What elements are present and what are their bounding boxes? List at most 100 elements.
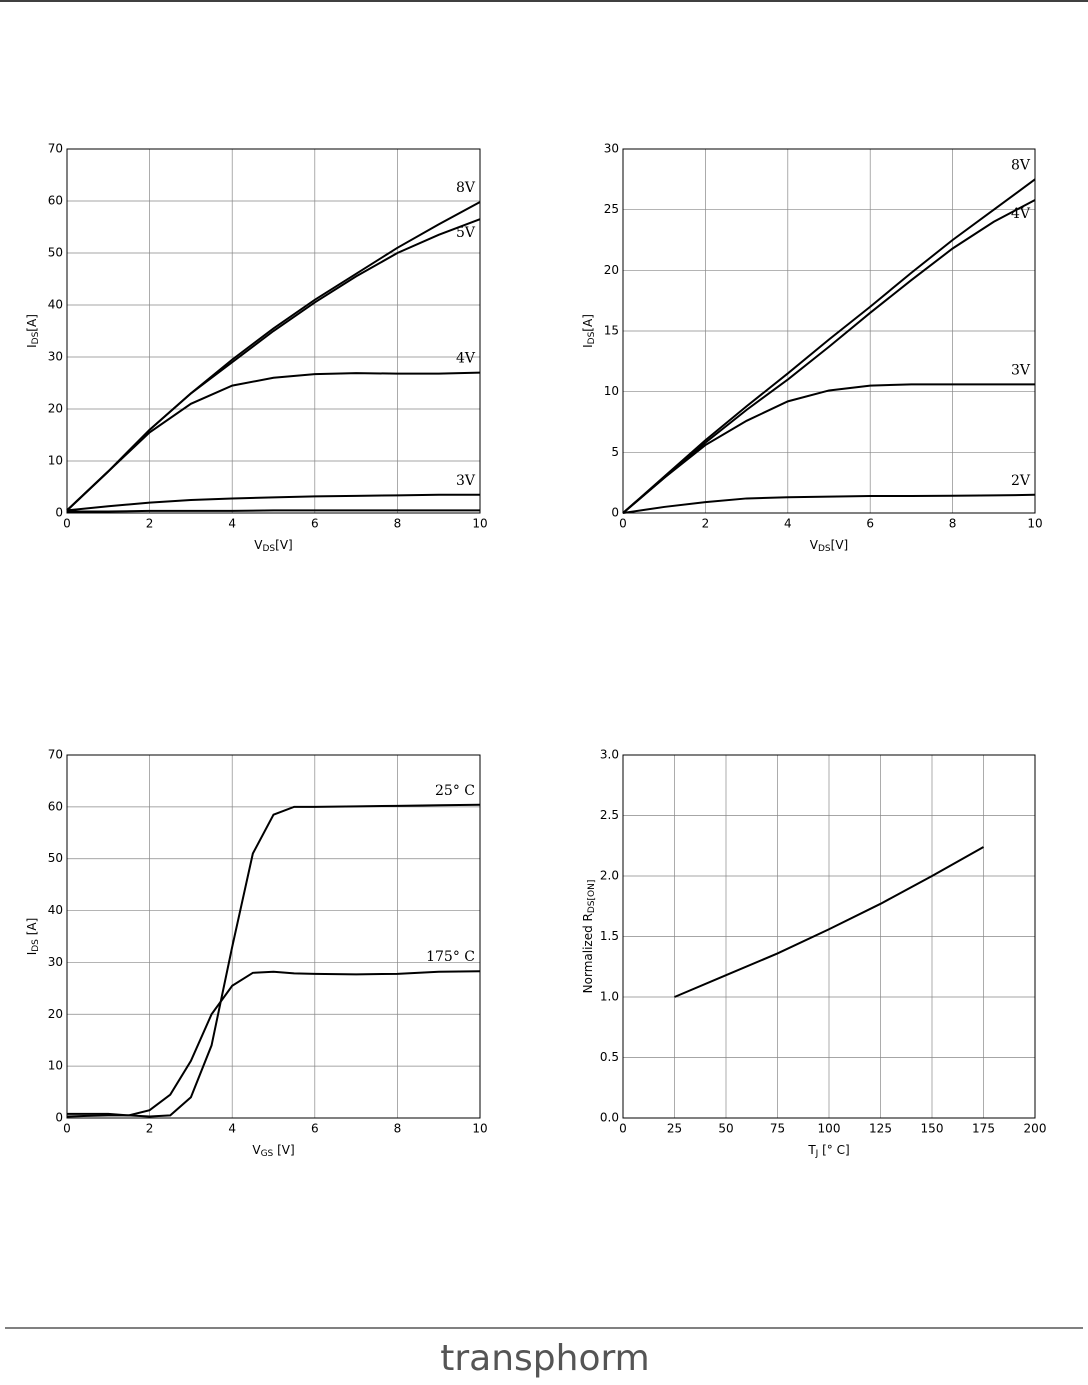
y-tick-label: 0.5 (600, 1050, 619, 1064)
plot-frame (66, 754, 481, 1119)
series-label: 8V (456, 180, 476, 196)
x-axis-label: TJ [° C] (807, 1143, 849, 1159)
x-tick-label: 4 (228, 1122, 236, 1136)
chart: 0.0 0.5 1.0 1.5 2.0 2.5 3.0 0 25 50 75 100 125 150 175… (581, 748, 1047, 1159)
x-tick-label: 8 (394, 1122, 402, 1136)
y-tick-label: 50 (48, 246, 63, 260)
y-tick-label: 30 (48, 955, 63, 969)
y-tick-label: 1.0 (600, 990, 619, 1004)
x-tick-label: 50 (718, 1122, 733, 1136)
y-tick-label: 70 (48, 748, 63, 762)
series-label: 175° C (426, 949, 475, 965)
x-tick-label: 150 (921, 1122, 944, 1136)
y-tick-label: 40 (48, 298, 63, 312)
y-tick-label: 15 (604, 324, 619, 338)
y-tick-label: 2.5 (600, 808, 619, 822)
x-tick-label: 0 (63, 517, 71, 531)
series-line (622, 493, 1036, 514)
y-tick-label: 10 (48, 454, 63, 468)
x-axis-label: VDS[V] (810, 538, 848, 554)
series-label: 8V (1011, 157, 1031, 173)
x-tick-label: 10 (472, 517, 487, 531)
y-tick-label: 5 (611, 445, 619, 459)
y-tick-label: 20 (48, 1007, 63, 1021)
series-label: 5V (456, 225, 476, 241)
y-tick-label: 20 (604, 263, 619, 277)
label-part: I (25, 344, 39, 348)
label-part: GS (261, 1149, 274, 1159)
logo: transphorm (440, 1338, 649, 1379)
series-line (66, 371, 481, 512)
x-tick-label: 2 (146, 1122, 154, 1136)
label-part: DS (587, 331, 597, 344)
x-axis-label: VGS [V] (252, 1143, 294, 1159)
series-label: 4V (1011, 206, 1031, 222)
y-tick-label: 50 (48, 851, 63, 865)
label-part: [V] (275, 538, 293, 552)
series-line (66, 493, 480, 512)
x-tick-label: 125 (869, 1122, 892, 1136)
chart: 0 10 20 30 40 50 60 70 0 2 4 6 8 10 VGS [V] IDS [A] 25° … (25, 748, 488, 1159)
y-tick-label: 10 (48, 1059, 63, 1073)
label-part: DS (31, 331, 41, 344)
plot-frame (622, 754, 1036, 1119)
x-tick-label: 6 (311, 1122, 319, 1136)
x-tick-label: 2 (146, 517, 154, 531)
y-axis-label: Normalized RDS[ON] (581, 880, 597, 994)
label-part: [A] (25, 918, 39, 939)
series-line (622, 199, 1036, 514)
x-tick-label: 4 (228, 517, 236, 531)
x-axis-label: VDS[V] (254, 538, 292, 554)
x-tick-label: 6 (311, 517, 319, 531)
label-part: I (581, 344, 595, 348)
label-part: [° C] (818, 1143, 849, 1157)
label-part: Normalized R (581, 913, 595, 993)
y-tick-label: 0.0 (600, 1111, 619, 1125)
y-axis-label: IDS[A] (581, 314, 597, 348)
label-part: DS (818, 544, 831, 554)
label-part: [V] (273, 1143, 294, 1157)
series-line (622, 383, 1035, 514)
x-tick-label: 100 (818, 1122, 841, 1136)
series-label: 4V (456, 351, 476, 367)
series-label: 2V (1011, 473, 1031, 489)
plot-frame (622, 148, 1036, 514)
y-tick-label: 1.5 (600, 929, 619, 943)
label-part: V (254, 538, 263, 552)
x-tick-label: 200 (1024, 1122, 1047, 1136)
x-tick-label: 2 (702, 517, 710, 531)
y-tick-label: 10 (604, 384, 619, 398)
y-tick-label: 0 (55, 506, 63, 520)
series-label: 3V (1011, 362, 1031, 378)
x-tick-label: 10 (1027, 517, 1042, 531)
y-tick-label: 30 (604, 142, 619, 156)
plot-frame (66, 148, 481, 514)
y-tick-label: 20 (48, 402, 63, 416)
y-tick-label: 2.0 (600, 869, 619, 883)
series-label: 3V (456, 473, 476, 489)
label-part: I (25, 952, 39, 956)
label-part: DS[ON] (587, 880, 597, 913)
series-line (674, 846, 984, 998)
x-tick-label: 10 (472, 1122, 487, 1136)
x-tick-label: 6 (866, 517, 874, 531)
y-tick-label: 0 (55, 1111, 63, 1125)
label-part: [A] (25, 314, 39, 332)
x-tick-label: 175 (972, 1122, 995, 1136)
y-tick-label: 30 (48, 350, 63, 364)
x-tick-label: 8 (394, 517, 402, 531)
label-part: [A] (581, 314, 595, 332)
x-tick-label: 0 (619, 1122, 627, 1136)
x-tick-label: 4 (784, 517, 792, 531)
series-line (66, 201, 481, 512)
series-line (66, 218, 481, 512)
x-tick-label: 0 (619, 517, 627, 531)
series-line (67, 970, 481, 1117)
label-part: T (807, 1143, 816, 1157)
series-line (67, 509, 480, 513)
y-tick-label: 0 (611, 506, 619, 520)
x-tick-label: 0 (63, 1122, 71, 1136)
y-tick-label: 40 (48, 903, 63, 917)
